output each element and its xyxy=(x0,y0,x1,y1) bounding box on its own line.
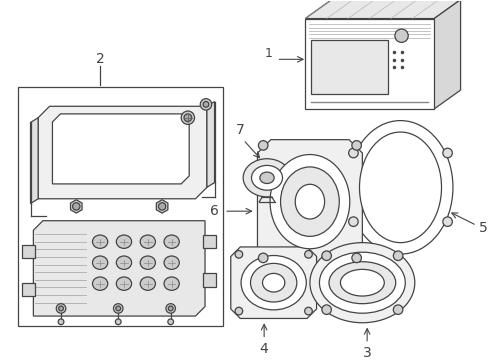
Ellipse shape xyxy=(92,256,107,269)
Ellipse shape xyxy=(243,159,290,197)
Bar xyxy=(22,283,35,296)
Ellipse shape xyxy=(163,235,179,248)
Ellipse shape xyxy=(116,256,131,269)
Ellipse shape xyxy=(351,253,361,263)
Ellipse shape xyxy=(394,29,407,42)
Ellipse shape xyxy=(167,319,173,325)
Text: 4: 4 xyxy=(259,342,268,356)
Ellipse shape xyxy=(59,306,63,311)
Ellipse shape xyxy=(200,99,211,110)
Bar xyxy=(22,244,35,258)
Ellipse shape xyxy=(116,277,131,290)
Bar xyxy=(305,19,433,109)
Ellipse shape xyxy=(259,172,274,184)
Polygon shape xyxy=(257,140,362,264)
Ellipse shape xyxy=(309,243,414,323)
Ellipse shape xyxy=(113,304,123,313)
Ellipse shape xyxy=(140,277,155,290)
Ellipse shape xyxy=(241,256,305,310)
Text: 3: 3 xyxy=(362,346,371,360)
Ellipse shape xyxy=(258,253,267,263)
Ellipse shape xyxy=(140,256,155,269)
Text: 2: 2 xyxy=(96,51,104,66)
Ellipse shape xyxy=(359,132,441,243)
Ellipse shape xyxy=(203,102,208,107)
Ellipse shape xyxy=(295,184,324,219)
Ellipse shape xyxy=(280,167,339,237)
Ellipse shape xyxy=(392,251,402,261)
Polygon shape xyxy=(433,0,460,109)
Text: 1: 1 xyxy=(264,47,272,60)
Ellipse shape xyxy=(235,251,242,258)
Bar xyxy=(203,235,216,248)
Ellipse shape xyxy=(58,319,64,325)
Bar xyxy=(203,273,216,287)
Ellipse shape xyxy=(262,273,284,292)
Ellipse shape xyxy=(163,277,179,290)
Bar xyxy=(18,87,223,325)
Ellipse shape xyxy=(235,307,242,315)
Ellipse shape xyxy=(348,217,358,226)
Ellipse shape xyxy=(163,256,179,269)
Polygon shape xyxy=(70,200,82,213)
Ellipse shape xyxy=(321,305,331,314)
Ellipse shape xyxy=(442,217,451,226)
Ellipse shape xyxy=(328,262,395,304)
Polygon shape xyxy=(305,0,460,19)
Polygon shape xyxy=(33,221,204,316)
Ellipse shape xyxy=(321,251,331,261)
Polygon shape xyxy=(230,247,316,319)
Ellipse shape xyxy=(115,319,121,325)
Text: 6: 6 xyxy=(210,204,219,218)
Ellipse shape xyxy=(351,141,361,150)
Ellipse shape xyxy=(269,154,349,249)
Polygon shape xyxy=(206,102,214,187)
Ellipse shape xyxy=(250,264,296,302)
Bar xyxy=(310,40,387,94)
Ellipse shape xyxy=(319,252,405,313)
Ellipse shape xyxy=(181,111,194,125)
Polygon shape xyxy=(52,114,189,184)
Text: 5: 5 xyxy=(478,221,487,235)
Ellipse shape xyxy=(116,235,131,248)
Ellipse shape xyxy=(183,114,191,122)
Polygon shape xyxy=(38,106,206,199)
Ellipse shape xyxy=(165,304,175,313)
Ellipse shape xyxy=(392,305,402,314)
Ellipse shape xyxy=(304,251,312,258)
Polygon shape xyxy=(156,200,167,213)
Ellipse shape xyxy=(56,304,66,313)
Ellipse shape xyxy=(348,148,358,158)
Ellipse shape xyxy=(251,165,282,190)
Ellipse shape xyxy=(92,277,107,290)
Ellipse shape xyxy=(72,203,80,210)
Ellipse shape xyxy=(140,235,155,248)
Ellipse shape xyxy=(340,269,384,296)
Ellipse shape xyxy=(304,307,312,315)
Ellipse shape xyxy=(158,203,165,210)
Ellipse shape xyxy=(92,235,107,248)
Text: 7: 7 xyxy=(235,123,244,137)
Ellipse shape xyxy=(347,121,452,254)
Ellipse shape xyxy=(442,148,451,158)
Polygon shape xyxy=(30,118,38,203)
Ellipse shape xyxy=(168,306,173,311)
Ellipse shape xyxy=(116,306,121,311)
Ellipse shape xyxy=(258,141,267,150)
